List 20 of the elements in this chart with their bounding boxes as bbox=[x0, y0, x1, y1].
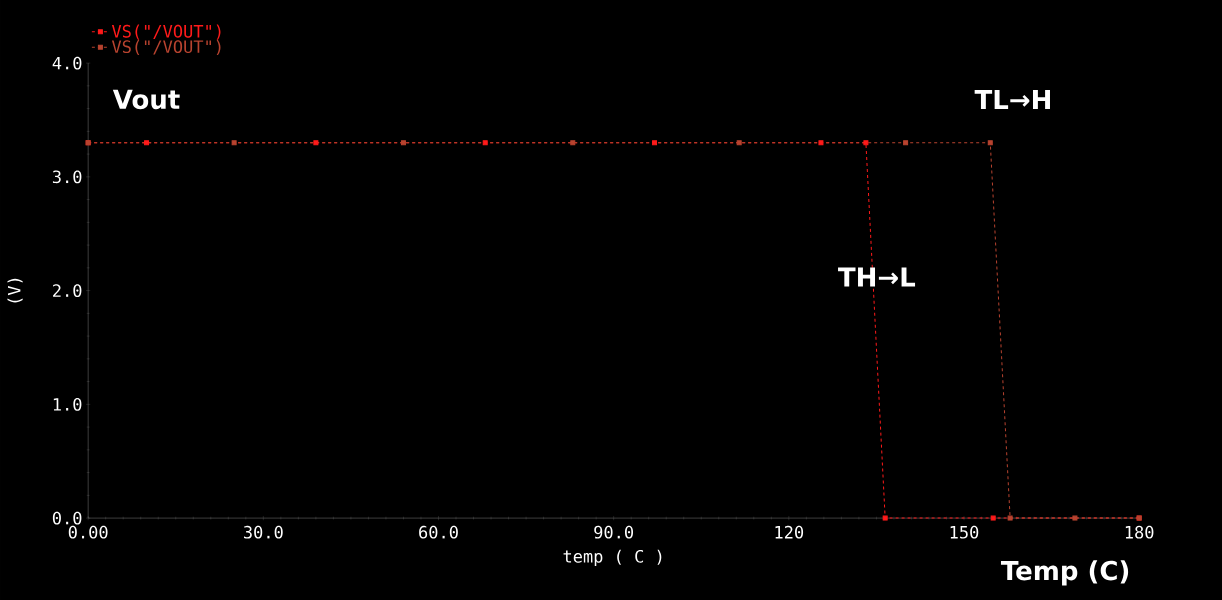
annotation: TL→H bbox=[974, 90, 1050, 109]
annotation: TH→L bbox=[838, 267, 916, 287]
y-tick-label: 1.0 bbox=[53, 397, 82, 411]
y-tick-label: 0.0 bbox=[52, 511, 82, 525]
legend-label: VS("/VOUT") bbox=[111, 24, 221, 40]
text: Temp (C) bbox=[1000, 560, 1129, 586]
y-tick-label: 3.0 bbox=[52, 170, 82, 184]
x-tick-label: 150 bbox=[950, 525, 979, 539]
x-axis-title: temp ( C ) bbox=[563, 549, 662, 567]
x-tick-label: 30.0 bbox=[244, 525, 283, 539]
x-tick-label: 60.0 bbox=[419, 525, 458, 539]
legend-label: VS("/VOUT") bbox=[111, 39, 221, 56]
x-tick-label: 90.0 bbox=[594, 525, 634, 539]
annotation: Vout bbox=[112, 89, 180, 110]
x-tick-label: 180 bbox=[1125, 525, 1154, 539]
y-axis-title: (V) bbox=[7, 278, 23, 303]
x-tick-label: 120 bbox=[775, 525, 804, 539]
y-tick-label: 2.0 bbox=[53, 284, 82, 298]
x-tick-label: 0.00 bbox=[68, 525, 108, 539]
y-tick-label: 4.0 bbox=[52, 56, 82, 70]
